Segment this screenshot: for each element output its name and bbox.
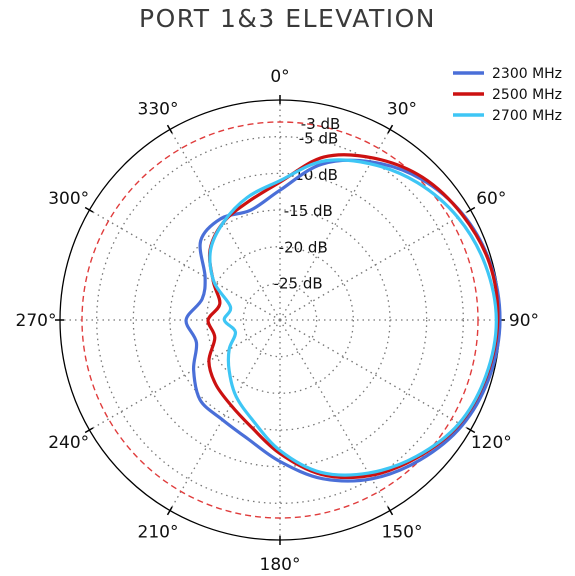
angle-tick-label: 90° xyxy=(509,311,539,331)
angle-gridline xyxy=(169,129,281,321)
series-line-3 xyxy=(208,158,498,477)
reference-circle-minus3db xyxy=(81,121,479,519)
angle-tick-mark xyxy=(166,506,173,516)
angle-tick-mark xyxy=(84,206,94,213)
angle-tick-mark xyxy=(166,124,173,134)
radial-tick-label: -15 dB xyxy=(284,202,333,220)
angle-gridline xyxy=(279,319,471,431)
db-grid-circle xyxy=(96,136,464,504)
angle-tick-label: 120° xyxy=(471,433,512,453)
angle-tick-label: 300° xyxy=(48,189,89,209)
angle-tick-label: 180° xyxy=(260,555,301,575)
radial-tick-label: -5 dB xyxy=(299,129,339,147)
angle-tick-label: 0° xyxy=(270,67,289,87)
angle-tick-mark xyxy=(84,427,94,434)
radial-tick-label: -3 dB xyxy=(301,115,341,133)
angle-tick-label: 150° xyxy=(382,522,423,542)
angle-tick-mark xyxy=(387,124,394,134)
angle-tick-label: 330° xyxy=(138,100,179,120)
angle-tick-label: 30° xyxy=(387,100,417,120)
angle-tick-label: 60° xyxy=(476,189,506,209)
angle-gridline xyxy=(89,319,281,431)
radial-tick-label: -25 dB xyxy=(274,275,323,293)
angle-gridline xyxy=(169,319,281,511)
db-grid-circle xyxy=(169,209,391,431)
angle-tick-label: 270° xyxy=(16,311,57,331)
legend-label: 2700 MHz xyxy=(492,108,562,124)
legend-label: 2300 MHz xyxy=(492,66,562,82)
radial-tick-label: -20 dB xyxy=(279,238,328,256)
chart-title: PORT 1&3 ELEVATION xyxy=(139,4,436,33)
angle-tick-mark xyxy=(466,206,476,213)
angle-gridline xyxy=(279,319,391,511)
legend-label: 2500 MHz xyxy=(492,87,562,103)
angle-gridline xyxy=(279,129,391,321)
db-grid-circle xyxy=(132,172,428,468)
angle-tick-mark xyxy=(466,427,476,434)
db-grid-circle xyxy=(242,282,318,358)
db-grid-circle xyxy=(206,246,354,394)
angle-tick-label: 210° xyxy=(138,522,179,542)
angle-tick-label: 240° xyxy=(48,433,89,453)
angle-tick-mark xyxy=(387,506,394,516)
